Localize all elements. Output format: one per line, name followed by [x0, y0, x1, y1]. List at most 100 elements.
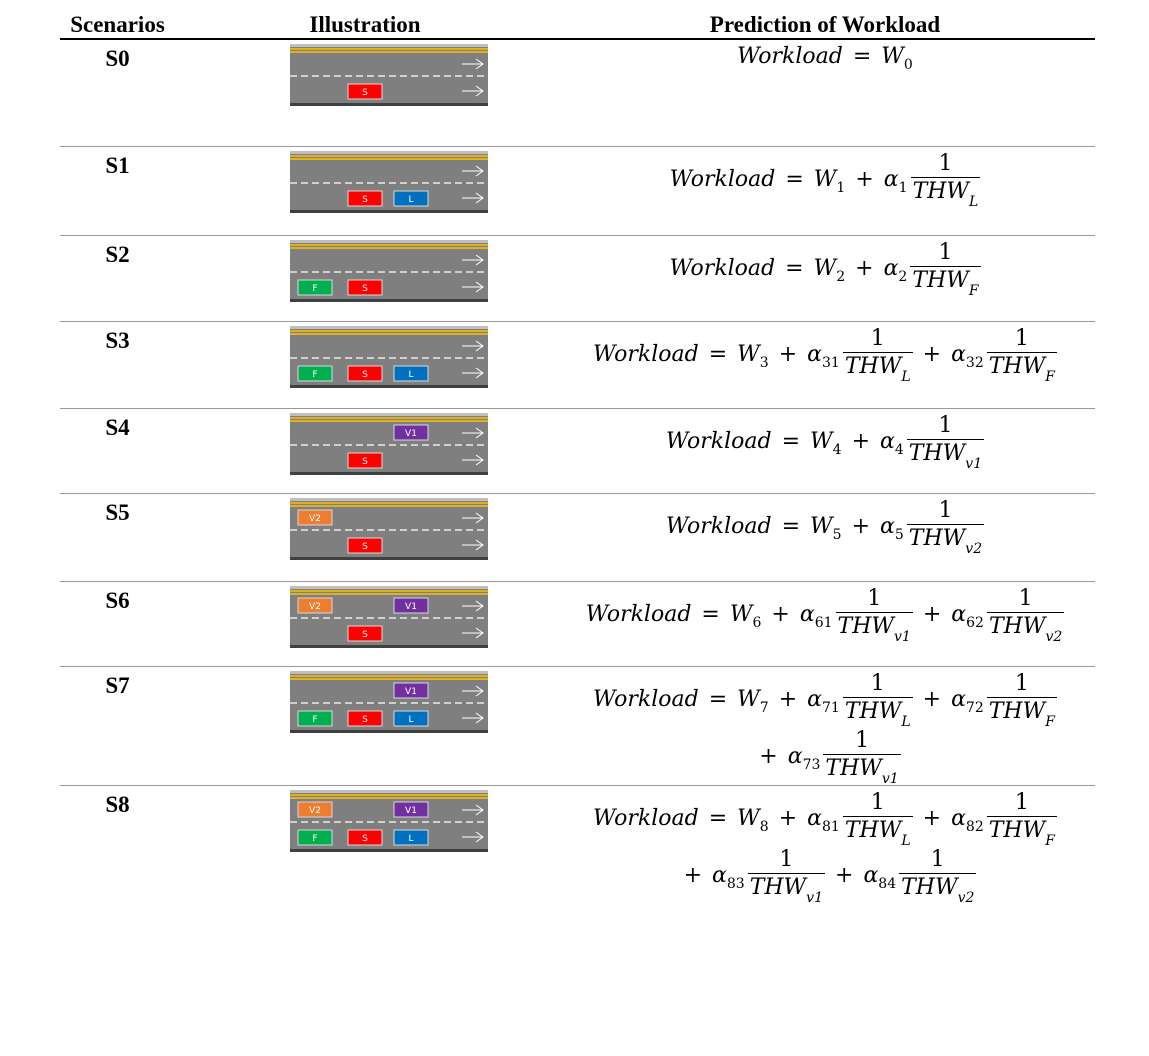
den-sub: v1: [806, 890, 823, 906]
formula-base-sub: 5: [833, 527, 842, 543]
den-text: THW: [845, 699, 901, 724]
fraction-den: THWF: [910, 266, 980, 297]
scenario-label: S7: [60, 667, 175, 699]
term-coef-sub: 2: [898, 269, 907, 285]
formula-base-sub: 8: [760, 819, 769, 835]
scenario-label: S6: [60, 582, 175, 614]
den-sub: L: [901, 833, 910, 849]
formula-lhs: Workload: [593, 806, 699, 831]
den-text: THW: [912, 268, 968, 293]
den-text: THW: [838, 614, 894, 639]
formula-lhs: Workload: [666, 429, 772, 454]
formula-eq: =: [701, 602, 719, 627]
term-coef-sub: 71: [822, 700, 840, 716]
scenario-label: S2: [60, 236, 175, 268]
term-op: +: [852, 429, 870, 454]
car-label: V1: [405, 602, 417, 612]
formula-eq: =: [709, 687, 727, 712]
den-text: THW: [901, 875, 957, 900]
road-bottom: [290, 299, 488, 302]
fraction-den: THWL: [843, 352, 913, 383]
road-illustration: V2S: [290, 498, 488, 560]
term-op: +: [771, 602, 789, 627]
term-coef: α: [880, 429, 895, 454]
page: Scenarios Illustration Prediction of Wor…: [0, 0, 1149, 1039]
road: [290, 413, 488, 475]
road-bottom: [290, 385, 488, 388]
formula-eq: =: [782, 514, 800, 539]
fraction-num: 1: [1015, 671, 1029, 697]
formula-lhs: Workload: [593, 687, 699, 712]
scenario-label: S1: [60, 147, 175, 179]
den-sub: F: [1045, 369, 1055, 385]
scenario-cell: S7: [60, 667, 175, 786]
term-op: +: [855, 167, 873, 192]
car-label: S: [362, 630, 368, 640]
car-label: S: [362, 715, 368, 725]
formula-base-sub: 1: [836, 180, 845, 196]
term-op: +: [852, 514, 870, 539]
den-sub: F: [1045, 714, 1055, 730]
scenario-label: S4: [60, 409, 175, 441]
term-coef: α: [712, 863, 727, 888]
car-label: S: [362, 88, 368, 98]
fraction-den: THWF: [987, 352, 1057, 383]
scenario-cell: S6: [60, 582, 175, 667]
fraction-den: THWF: [987, 816, 1057, 847]
den-sub: v1: [894, 629, 911, 645]
term-op: +: [923, 342, 941, 367]
den-text: THW: [845, 354, 901, 379]
road: [290, 151, 488, 213]
den-text: THW: [750, 875, 806, 900]
workload-table: Scenarios Illustration Prediction of Wor…: [60, 0, 1095, 1056]
car-label: V1: [405, 806, 417, 816]
den-text: THW: [989, 614, 1045, 639]
term-coef-sub: 32: [966, 355, 984, 371]
den-sub: v1: [882, 771, 899, 787]
road-bottom: [290, 849, 488, 852]
formula-lhs: Workload: [586, 602, 692, 627]
road-bottom: [290, 472, 488, 475]
formula-base: W: [814, 256, 837, 281]
header-illustration: Illustration: [175, 0, 555, 39]
formula-base-sub: 6: [752, 615, 761, 631]
car-label: L: [408, 370, 413, 380]
car-label: V1: [405, 429, 417, 439]
car-label: S: [362, 834, 368, 844]
fraction-num: 1: [938, 151, 952, 177]
fraction-num: 1: [938, 240, 952, 266]
formula-eq: =: [853, 44, 871, 69]
term-op: +: [779, 687, 797, 712]
term-coef-sub: 84: [878, 876, 896, 892]
den-sub: L: [901, 714, 910, 730]
car-label: F: [312, 370, 317, 380]
den-sub: v2: [965, 541, 982, 557]
term-coef: α: [807, 806, 822, 831]
car-label: V2: [309, 514, 321, 524]
term-coef: α: [951, 602, 966, 627]
car-label: L: [408, 715, 413, 725]
